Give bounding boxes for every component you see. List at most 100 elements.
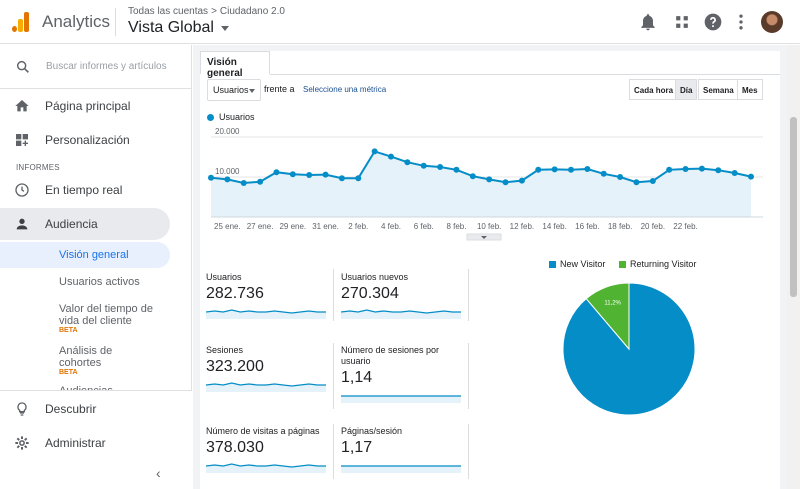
metric-tile[interactable]: Sesiones 323.200 — [206, 345, 334, 415]
data-point[interactable] — [306, 172, 313, 178]
data-point[interactable] — [208, 174, 214, 181]
breadcrumb[interactable]: Todas las cuentas > Ciudadano 2.0 — [128, 6, 285, 17]
x-tick-label: 18 feb. — [608, 222, 632, 231]
sidebar-subitem-overview[interactable]: Visión general — [59, 249, 129, 261]
data-point[interactable] — [617, 174, 624, 180]
tab-overview[interactable]: Visión general — [200, 51, 270, 79]
data-point[interactable] — [437, 164, 444, 170]
data-point[interactable] — [698, 165, 705, 172]
data-point[interactable] — [371, 148, 378, 155]
sidebar-item-discover[interactable]: Descubrir — [0, 393, 170, 425]
sidebar-search[interactable]: Buscar informes y artículos — [0, 45, 192, 89]
data-point[interactable] — [469, 173, 476, 180]
apps-grid-icon[interactable] — [672, 12, 692, 32]
sidebar-subitem-cohorts[interactable]: Análisis de cohortes BETA — [59, 345, 129, 377]
analytics-logo-icon[interactable] — [12, 12, 30, 32]
data-point[interactable] — [453, 166, 460, 173]
metric-divider — [333, 424, 334, 479]
data-point[interactable] — [715, 167, 722, 174]
x-tick-label: 4 feb. — [381, 222, 401, 231]
data-point[interactable] — [568, 166, 574, 173]
select-metric-link[interactable]: Seleccione una métrica — [303, 85, 387, 94]
data-point[interactable] — [420, 162, 427, 169]
beta-badge: BETA — [59, 369, 78, 376]
x-tick-label: 22 feb. — [673, 222, 697, 231]
data-point[interactable] — [535, 166, 542, 173]
collapse-sidebar-button[interactable]: ‹ — [156, 465, 161, 481]
data-point[interactable] — [257, 178, 264, 185]
sparkline-area — [206, 464, 326, 473]
app-title[interactable]: Analytics — [42, 12, 111, 31]
data-point[interactable] — [388, 153, 394, 160]
metric-tile[interactable]: Número de visitas a páginas 378.030 — [206, 426, 334, 489]
users-line-chart[interactable]: 20.000 10.000 25 ene. 27 ene. 29 ene. 31 ene.… — [203, 125, 773, 265]
metric-title: Número de visitas a páginas — [206, 426, 320, 436]
metric-dropdown[interactable]: Usuarios — [207, 79, 261, 101]
granularity-month-button[interactable]: Mes — [737, 79, 763, 100]
data-point[interactable] — [240, 180, 247, 186]
user-avatar[interactable] — [761, 11, 783, 33]
visitor-type-pie-chart[interactable]: 88,8% 11,2% — [553, 273, 705, 425]
breadcrumb-account[interactable]: Todas las cuentas — [128, 6, 209, 17]
report-card — [200, 51, 780, 489]
sidebar-subitem-active-users[interactable]: Usuarios activos — [59, 276, 140, 288]
caret-down-icon — [220, 25, 229, 31]
granularity-week-button[interactable]: Semana — [698, 79, 739, 100]
metric-sparkline — [206, 382, 326, 392]
pie-legend-new[interactable]: New Visitor — [549, 259, 605, 269]
data-point[interactable] — [731, 170, 738, 176]
data-point[interactable] — [273, 169, 280, 176]
granularity-day-button[interactable]: Día — [675, 79, 698, 100]
sidebar-item-admin[interactable]: Administrar — [0, 427, 170, 459]
pie-legend-returning[interactable]: Returning Visitor — [619, 259, 696, 269]
sidebar-item-label: Página principal — [45, 99, 131, 113]
data-point[interactable] — [666, 166, 673, 173]
data-point[interactable] — [551, 166, 558, 173]
sidebar-item-audience[interactable]: Audiencia — [0, 208, 170, 240]
data-point[interactable] — [502, 179, 509, 186]
data-point[interactable] — [355, 175, 362, 182]
metric-tile[interactable]: Usuarios nuevos 270.304 — [341, 272, 469, 342]
versus-label: frente a — [264, 84, 295, 94]
sidebar-subitem-ltv[interactable]: Valor del tiempo de vida del cliente BET… — [59, 303, 159, 335]
breadcrumb-property[interactable]: Ciudadano 2.0 — [219, 6, 285, 17]
pie-slice-returning-visitor[interactable] — [585, 282, 630, 351]
search-icon — [16, 60, 29, 73]
data-point[interactable] — [748, 173, 754, 180]
granularity-hourly-button[interactable]: Cada hora — [629, 79, 679, 100]
metric-sparkline — [341, 309, 461, 319]
page-scrollbar[interactable] — [787, 45, 800, 489]
scrollbar-thumb[interactable] — [790, 117, 797, 297]
sidebar-item-home[interactable]: Página principal — [0, 90, 170, 122]
data-point[interactable] — [486, 176, 493, 183]
x-tick-label: 27 ene. — [247, 222, 274, 231]
metric-title: Usuarios nuevos — [341, 272, 409, 282]
x-tick-label: 10 feb. — [477, 222, 501, 231]
metric-tile[interactable]: Número de sesiones por usuario 1,14 — [341, 345, 469, 415]
data-point[interactable] — [633, 179, 640, 186]
data-point[interactable] — [224, 176, 231, 183]
data-point[interactable] — [600, 170, 607, 177]
sparkline-line — [206, 309, 326, 314]
data-point[interactable] — [649, 178, 656, 184]
more-vert-icon[interactable] — [731, 12, 751, 32]
data-point[interactable] — [518, 177, 525, 184]
metric-divider — [333, 269, 334, 321]
metric-tile[interactable]: Páginas/sesión 1,17 — [341, 426, 469, 489]
sidebar-item-customization[interactable]: Personalización — [0, 124, 170, 156]
metric-tile[interactable]: Usuarios 282.736 — [206, 272, 334, 342]
metric-value: 1,14 — [341, 369, 373, 386]
sidebar-item-realtime[interactable]: En tiempo real — [0, 174, 170, 206]
data-point[interactable] — [682, 166, 689, 172]
customization-grid-icon — [16, 134, 28, 146]
help-icon[interactable] — [703, 12, 723, 32]
data-point[interactable] — [289, 171, 296, 178]
bell-icon[interactable] — [638, 12, 658, 32]
sidebar-item-label: Audiencia — [45, 217, 98, 231]
data-point[interactable] — [404, 159, 411, 166]
data-point[interactable] — [322, 171, 329, 178]
view-selector[interactable]: Vista Global — [128, 19, 229, 37]
data-point[interactable] — [584, 166, 591, 172]
metric-title: Usuarios — [206, 272, 242, 282]
data-point[interactable] — [338, 175, 345, 182]
